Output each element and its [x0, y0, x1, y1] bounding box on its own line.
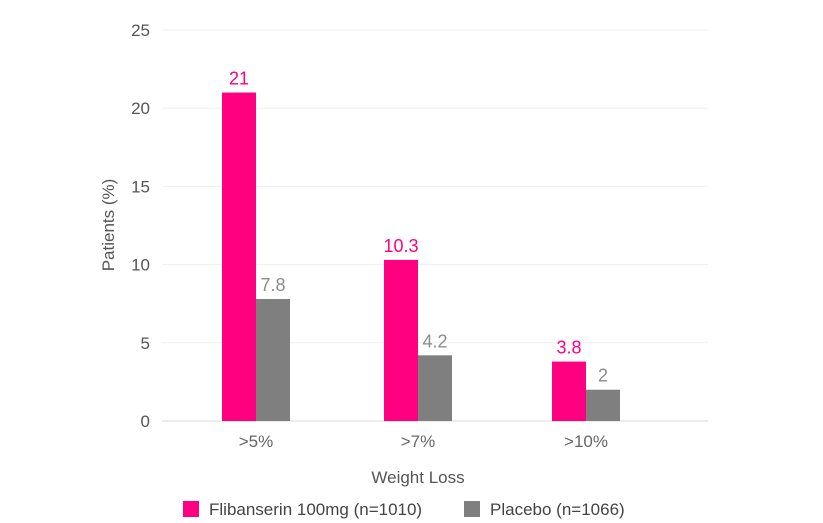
data-labels: 21 7.8 10.3 4.2 3.8 2 [229, 69, 608, 386]
y-tick-label: 0 [141, 412, 150, 431]
bar-flibanserin [384, 259, 418, 421]
x-tick-label: >10% [564, 432, 608, 451]
y-tick-label: 10 [131, 256, 150, 275]
legend-swatch [183, 501, 199, 517]
legend-label: Placebo (n=1066) [490, 500, 625, 519]
bars [222, 92, 620, 421]
x-tick-label: >7% [401, 432, 436, 451]
y-tick-label: 5 [141, 334, 150, 353]
x-tick-label: >5% [239, 432, 274, 451]
bar-flibanserin [222, 92, 256, 421]
y-tick-label: 25 [131, 21, 150, 40]
bar-placebo [418, 355, 452, 421]
data-label: 10.3 [383, 236, 418, 256]
data-label: 2 [598, 366, 608, 386]
data-label: 3.8 [556, 338, 581, 358]
data-label: 7.8 [260, 275, 285, 295]
y-tick-label: 15 [131, 177, 150, 196]
y-axis-ticks: 0 5 10 15 20 25 [131, 21, 150, 431]
bar-placebo [256, 299, 290, 421]
y-tick-label: 20 [131, 99, 150, 118]
legend-swatch [464, 501, 480, 517]
legend-label: Flibanserin 100mg (n=1010) [209, 500, 422, 519]
bar-flibanserin [552, 361, 586, 421]
data-label: 21 [229, 69, 249, 89]
x-axis-title: Weight Loss [371, 468, 464, 487]
legend: Flibanserin 100mg (n=1010) Placebo (n=106… [183, 500, 625, 519]
bar-placebo [586, 389, 620, 421]
data-label: 4.2 [422, 331, 447, 351]
x-axis-ticks: >5% >7% >10% [239, 432, 608, 451]
y-axis-title: Patients (%) [99, 179, 118, 272]
